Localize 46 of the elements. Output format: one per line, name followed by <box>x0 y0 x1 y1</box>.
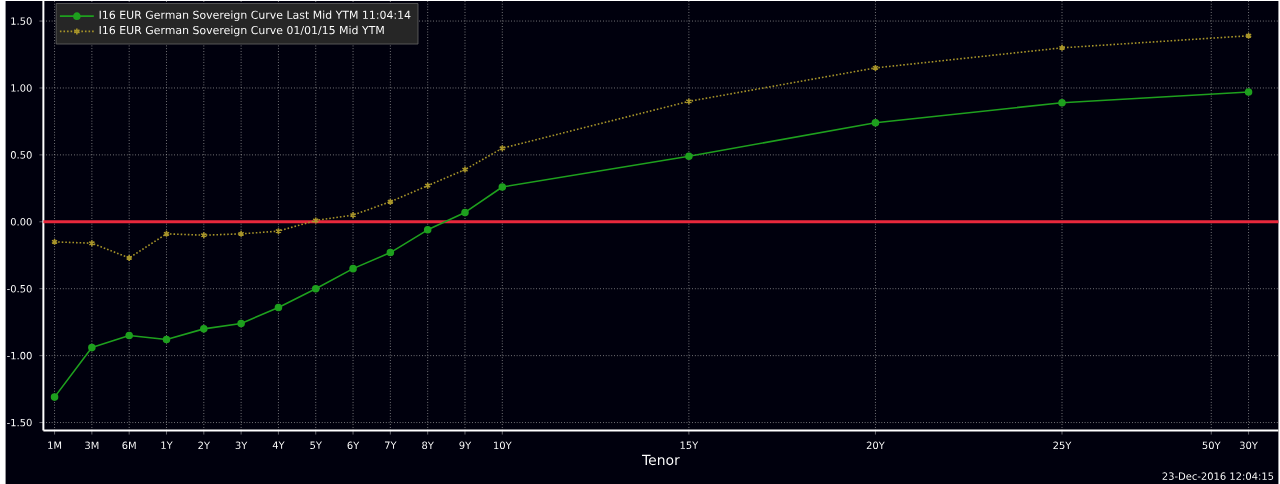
y-tick-label: 0.50 <box>10 150 32 159</box>
point <box>1244 88 1253 96</box>
x-tick-label: 10Y <box>494 441 512 449</box>
point <box>498 183 507 191</box>
point <box>386 248 395 257</box>
point <box>311 284 320 293</box>
point <box>871 118 880 127</box>
point <box>162 335 171 344</box>
y-tick-label: 1.00 <box>11 84 32 92</box>
x-tick-label: 20Y <box>866 441 885 449</box>
point <box>88 343 96 352</box>
x-tick-label: 30Y <box>1239 441 1258 449</box>
point <box>125 331 133 340</box>
point <box>50 393 59 401</box>
point <box>349 264 357 273</box>
y-tick-label: -1.50 <box>7 418 32 427</box>
x-tick-label: 6M <box>122 441 136 449</box>
point <box>423 225 432 234</box>
point <box>461 208 469 217</box>
y-tick-label: 0.00 <box>10 217 32 226</box>
x-axis-title: Tenor <box>641 454 680 465</box>
x-tick-label: 6Y <box>347 441 360 449</box>
point <box>274 303 283 312</box>
x-tick-label: 15Y <box>680 441 699 449</box>
x-tick-label: 2Y <box>198 441 211 449</box>
x-tick-label: 50Y <box>1202 441 1221 449</box>
x-tick-label: 4Y <box>272 441 285 449</box>
x-tick-label: 25Y <box>1053 441 1072 449</box>
y-tick-label: 1.50 <box>11 17 32 25</box>
x-tick-label: 1M <box>48 441 62 449</box>
point <box>1058 98 1066 107</box>
x-tick-label: 5Y <box>310 441 322 449</box>
legend-label: I16 EUR German Sovereign Curve 01/01/15 Mid YTM <box>99 25 384 37</box>
x-tick-label: 1Y <box>161 441 173 449</box>
x-tick-label: 3Y <box>235 441 248 449</box>
x-tick-label: 3M <box>85 441 99 449</box>
legend-label: I16 EUR German Sovereign Curve Last Mid YTM 11:04:14 <box>99 10 411 21</box>
text: 23-Dec-2016 12:04:15 <box>1162 472 1274 480</box>
x-tick-label: 7Y <box>384 441 397 449</box>
y-tick-label: -1.00 <box>7 351 32 360</box>
x-tick-label: 8Y <box>422 441 434 449</box>
point <box>685 152 693 160</box>
point <box>200 324 208 333</box>
point <box>237 319 245 328</box>
x-tick-label: 9Y <box>459 441 472 449</box>
y-tick-label: -0.50 <box>7 284 32 293</box>
